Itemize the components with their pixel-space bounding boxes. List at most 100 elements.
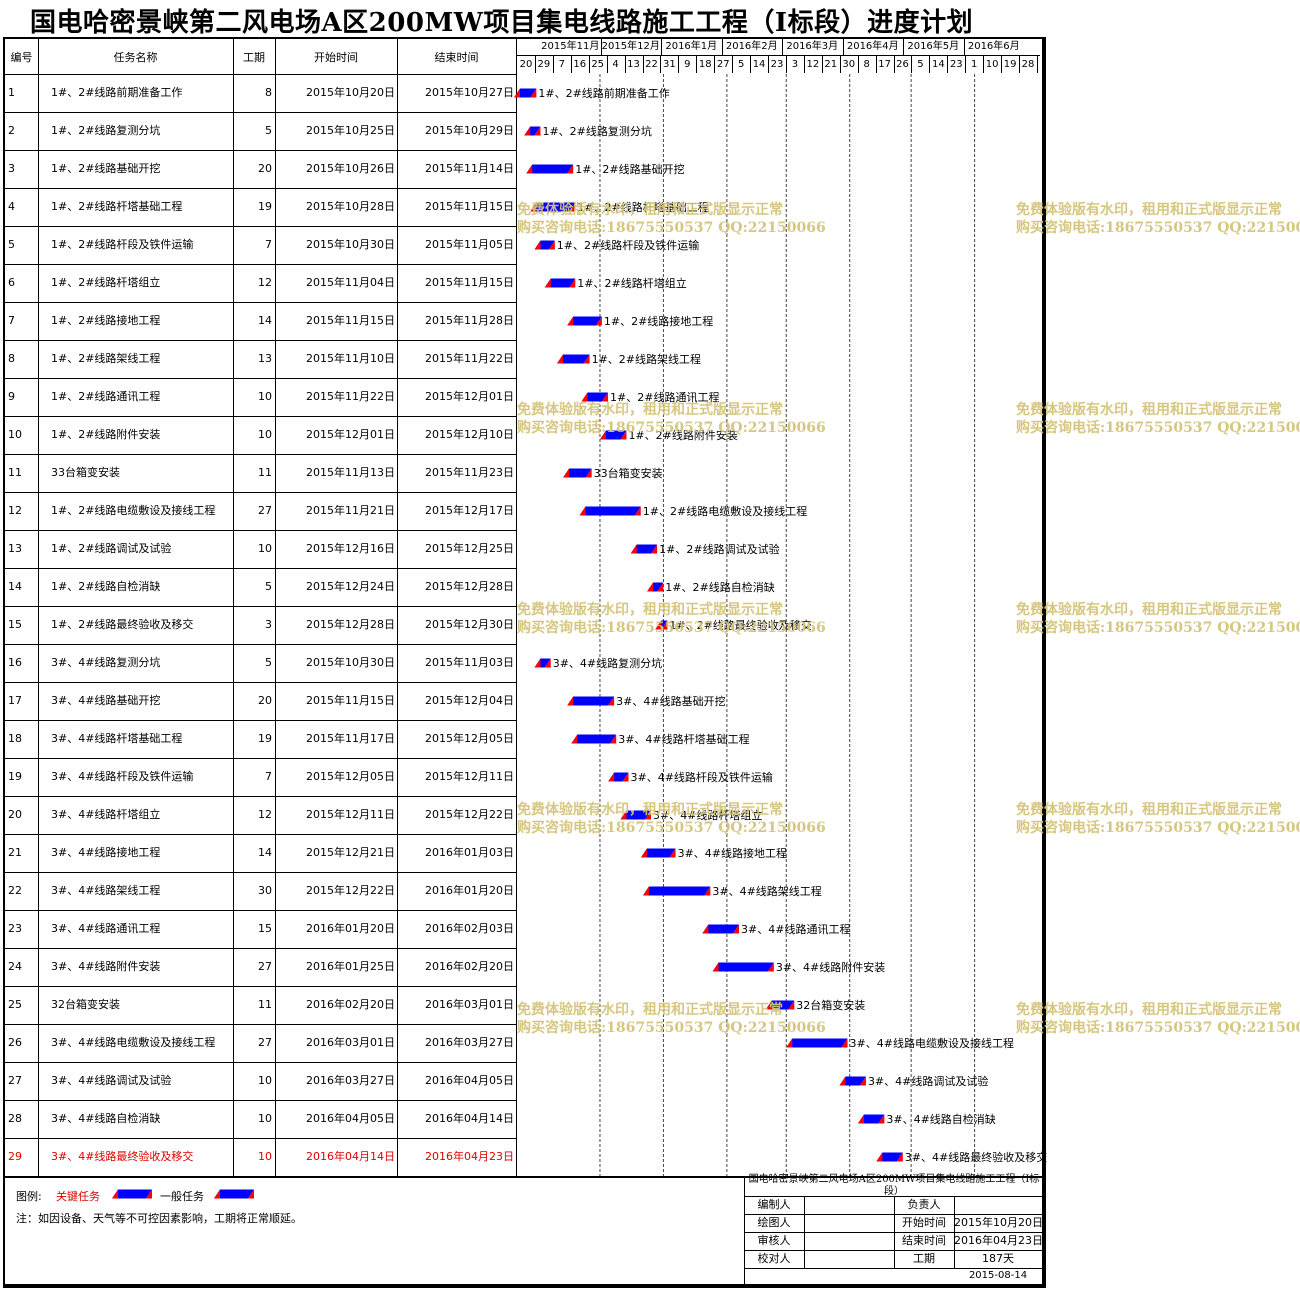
task-id: 13	[8, 542, 22, 555]
task-bar-end-cap	[530, 88, 537, 98]
day-tick-line	[839, 56, 841, 73]
task-duration: 30	[258, 884, 272, 897]
col-line	[233, 39, 234, 1176]
task-end: 2015年10月29日	[425, 124, 514, 137]
task-end: 2016年04月05日	[425, 1074, 514, 1087]
task-bar-end-cap	[733, 924, 740, 934]
task-bar-end-cap	[620, 430, 627, 440]
task-end: 2015年11月05日	[425, 238, 514, 251]
task-duration: 8	[265, 86, 272, 99]
task-bar-start-cap	[786, 1038, 793, 1048]
task-bar	[571, 734, 617, 744]
legend-normal-bar-start-cap	[214, 1189, 220, 1199]
row-line	[5, 492, 516, 493]
header-name: 任务名称	[113, 51, 158, 64]
task-id: 28	[8, 1112, 22, 1125]
legend-normal-bar	[214, 1189, 254, 1199]
day-tick-label: 19	[1003, 59, 1017, 70]
header-id: 编号	[10, 51, 33, 64]
month-label: 2015年11月	[541, 41, 600, 52]
task-bar-start-cap	[647, 582, 654, 592]
task-bar	[556, 354, 590, 364]
task-bar-label: 3#、4#线路最终验收及移交	[905, 1150, 1047, 1164]
task-start: 2015年11月04日	[306, 276, 395, 289]
info-value: 2015年10月20日	[954, 1216, 1043, 1229]
task-id: 4	[8, 200, 15, 213]
task-end: 2015年12月10日	[425, 428, 514, 441]
task-duration: 14	[258, 314, 272, 327]
task-start: 2016年04月14日	[306, 1150, 395, 1163]
day-tick-line	[1001, 56, 1003, 73]
task-bar-start-cap	[712, 962, 719, 972]
col-line	[397, 39, 398, 1176]
task-bar-label: 3#、4#线路杆塔组立	[653, 808, 762, 822]
task-bar-label: 1#、2#线路通讯工程	[610, 390, 719, 404]
row-line	[5, 1062, 516, 1063]
task-bar-label: 3#、4#线路杆段及铁件运输	[630, 770, 772, 784]
watermark: 免费体验版有水印，租用和正式版显示正常 购买咨询电话:18675550537 QQ…	[1016, 202, 1300, 236]
row-line	[5, 986, 516, 987]
task-duration: 14	[258, 846, 272, 859]
task-id: 21	[8, 846, 22, 859]
task-bar	[581, 392, 609, 402]
task-id: 27	[8, 1074, 22, 1087]
task-bar	[786, 1038, 848, 1048]
task-bar-start-cap	[526, 164, 533, 174]
task-name: 1#、2#线路基础开挖	[51, 162, 161, 175]
gantt-frame	[3, 37, 1046, 1288]
task-bar	[857, 1114, 885, 1124]
row-line	[5, 188, 516, 189]
row-line	[5, 682, 516, 683]
day-tick-label: 21	[824, 59, 838, 70]
task-start: 2015年12月05日	[306, 770, 395, 783]
info-value: 187天	[982, 1252, 1014, 1265]
task-bar-start-cap	[599, 430, 606, 440]
frame-shadow-right	[1042, 37, 1045, 1286]
day-tick-line	[570, 56, 572, 73]
day-tick-line	[768, 56, 770, 73]
task-bar	[579, 506, 641, 516]
task-bar-end-cap	[608, 696, 615, 706]
row-line	[5, 644, 516, 645]
task-id: 16	[8, 656, 22, 669]
day-tick-line	[606, 56, 608, 73]
task-name: 3#、4#线路杆段及铁件运输	[51, 770, 194, 783]
task-bar-start-cap	[534, 658, 541, 668]
task-bar-end-cap	[610, 734, 617, 744]
day-tick-line	[785, 56, 787, 73]
task-duration: 10	[258, 1150, 272, 1163]
day-tick-label: 22	[645, 59, 658, 70]
info-border	[744, 1176, 745, 1284]
task-bar-label: 33台箱变安装	[594, 466, 663, 480]
day-tick-line	[660, 56, 662, 73]
day-tick-line	[714, 56, 716, 73]
task-duration: 7	[265, 238, 272, 251]
task-bar-label: 3#、4#线路复测分坑	[553, 656, 662, 670]
task-bar-end-cap	[657, 582, 664, 592]
task-start: 2015年11月22日	[306, 390, 395, 403]
task-start: 2016年01月20日	[306, 922, 395, 935]
task-bar-label: 1#、2#线路自检消缺	[665, 580, 774, 594]
day-tick-line	[750, 56, 752, 73]
watermark: 免费体验版有水印，租用和正式版显示正常 购买咨询电话:18675550537 QQ…	[1016, 602, 1300, 636]
row-line	[5, 264, 516, 265]
row-line	[5, 910, 516, 911]
task-bar-label: 1#、2#线路最终验收及移交	[669, 618, 811, 632]
task-duration: 20	[258, 694, 272, 707]
task-bar-start-cap	[630, 544, 637, 554]
task-name: 3#、4#线路调试及试验	[51, 1074, 172, 1087]
task-start: 2015年12月22日	[306, 884, 395, 897]
task-id: 15	[8, 618, 22, 631]
info-col-line	[804, 1196, 805, 1268]
task-start: 2015年12月21日	[306, 846, 395, 859]
info-title: 国电哈密景峡第二风电场A区200MW项目集电线路施工工程（Ⅰ标段）	[748, 1174, 1040, 1197]
day-tick-line	[911, 56, 913, 73]
task-id: 26	[8, 1036, 22, 1049]
task-bar	[765, 1000, 795, 1010]
task-end: 2015年12月30日	[425, 618, 514, 631]
task-bar	[563, 468, 592, 478]
task-duration: 10	[258, 542, 272, 555]
task-id: 6	[8, 276, 15, 289]
critical-task-bar-end-cap	[896, 1152, 903, 1162]
task-bar-label: 1#、2#线路前期准备工作	[538, 86, 669, 100]
